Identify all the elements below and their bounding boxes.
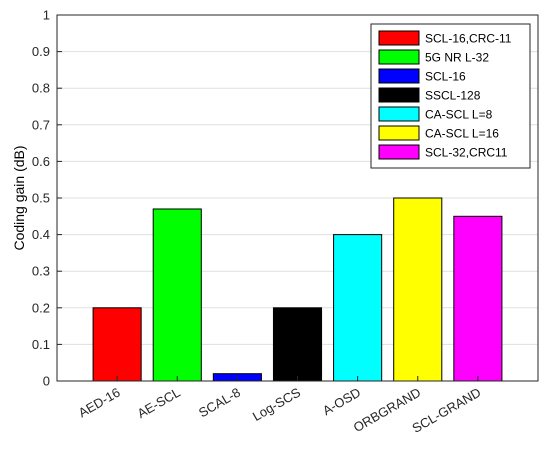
legend-label: SCL-32,CRC11 [425, 146, 508, 160]
legend-label: SSCL-128 [425, 89, 481, 103]
y-tick-label: 0.6 [32, 154, 50, 169]
bar-orbgrand [393, 197, 443, 382]
bars [92, 197, 503, 382]
y-axis-ticks: 0 0.1 0.2 0.3 0.4 0.5 0.6 0.7 0.8 0.9 1 [32, 8, 62, 389]
x-tick-label: SCAL-8 [196, 385, 243, 421]
x-tick-label: AE-SCL [135, 385, 183, 421]
legend-label: SCL-16 [425, 70, 466, 84]
legend-swatch [378, 125, 420, 141]
bar-a-osd [333, 234, 383, 382]
legend-swatch [378, 30, 420, 46]
y-tick-label: 0 [43, 374, 50, 389]
legend-swatch [378, 144, 420, 160]
bar-log-scs [272, 307, 323, 382]
x-axis-ticks: AED-16 AE-SCL SCAL-8 Log-SCS A-OSDORBGRANDSC… [76, 376, 484, 436]
y-tick-label: 0.1 [32, 337, 50, 352]
legend-swatch [378, 68, 420, 84]
y-tick-label: 1 [43, 8, 50, 23]
x-tick-label: Log-SCS [250, 384, 303, 424]
legend-swatch [378, 49, 420, 65]
legend-label: 5G NR L-32 [425, 51, 489, 65]
legend-swatch [378, 106, 420, 122]
y-axis-label: Coding gain (dB) [11, 145, 27, 250]
legend: SCL-16,CRC-11 5G NR L-32 SCL-16 SSCL-128 CA-… [370, 23, 531, 169]
y-tick-label: 0.9 [32, 44, 50, 59]
y-tick-label: 0.3 [32, 264, 50, 279]
legend-label: SCL-16,CRC-11 [425, 32, 512, 46]
y-tick-label: 0.8 [32, 81, 50, 96]
bar-ae-scl [152, 208, 202, 382]
x-tick-label: SCL-GRAND [410, 385, 484, 436]
y-tick-label: 0.5 [32, 191, 50, 206]
legend-label: CA-SCL L=8 [425, 108, 493, 122]
y-tick-label: 0.2 [32, 300, 50, 315]
y-tick-label: 0.4 [32, 227, 50, 242]
x-tick-label: AED-16 [76, 385, 123, 421]
x-tick-label: A-OSD [320, 385, 363, 419]
legend-label: CA-SCL L=16 [425, 127, 499, 141]
bar-aed-16 [92, 307, 142, 382]
y-tick-label: 0.7 [32, 117, 50, 132]
legend-swatch [378, 87, 420, 103]
bar-scl-grand [453, 215, 503, 382]
